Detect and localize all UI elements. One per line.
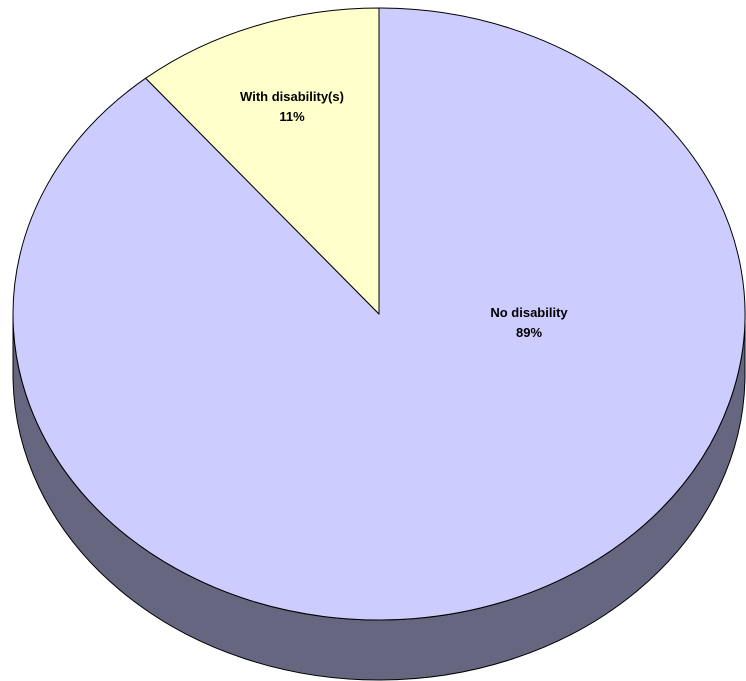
slice-label-name-no-disability: No disability: [490, 305, 568, 320]
slice-label-name-with-disability: With disability(s): [240, 89, 344, 104]
pie-top-layer: [12, 7, 746, 621]
slice-label-percent-with-disability: 11%: [279, 109, 305, 124]
pie-slice-with-disability-s: [145, 7, 380, 315]
pie-label-layer: No disability 89% With disability(s) 11%: [240, 89, 568, 340]
slice-label-percent-no-disability: 89%: [516, 325, 542, 340]
